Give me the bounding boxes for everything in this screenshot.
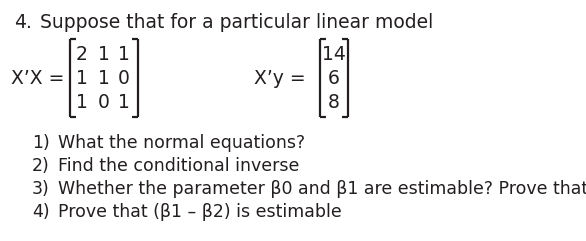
Text: What the normal equations?: What the normal equations? (58, 134, 305, 152)
Text: Whether the parameter β0 and β1 are estimable? Prove that!: Whether the parameter β0 and β1 are esti… (58, 180, 586, 198)
Text: 14: 14 (322, 45, 346, 63)
Text: 3): 3) (32, 180, 50, 198)
Text: 2: 2 (76, 45, 88, 63)
Text: X’X =: X’X = (11, 68, 64, 87)
Text: 1: 1 (118, 45, 130, 63)
Text: 1: 1 (98, 45, 110, 63)
Text: 1: 1 (98, 68, 110, 87)
Text: 1: 1 (76, 93, 88, 112)
Text: 4): 4) (32, 203, 50, 221)
Text: X’y =: X’y = (254, 68, 306, 87)
Text: 1: 1 (76, 68, 88, 87)
Text: 0: 0 (118, 68, 130, 87)
Text: 1): 1) (32, 134, 50, 152)
Text: Prove that (β1 – β2) is estimable: Prove that (β1 – β2) is estimable (58, 203, 342, 221)
Text: Find the conditional inverse: Find the conditional inverse (58, 157, 299, 175)
Text: 6: 6 (328, 68, 340, 87)
Text: 4.: 4. (14, 13, 32, 32)
Text: Suppose that for a particular linear model: Suppose that for a particular linear mod… (40, 13, 433, 32)
Text: 1: 1 (118, 93, 130, 112)
Text: 0: 0 (98, 93, 110, 112)
Text: 8: 8 (328, 93, 340, 112)
Text: 2): 2) (32, 157, 50, 175)
